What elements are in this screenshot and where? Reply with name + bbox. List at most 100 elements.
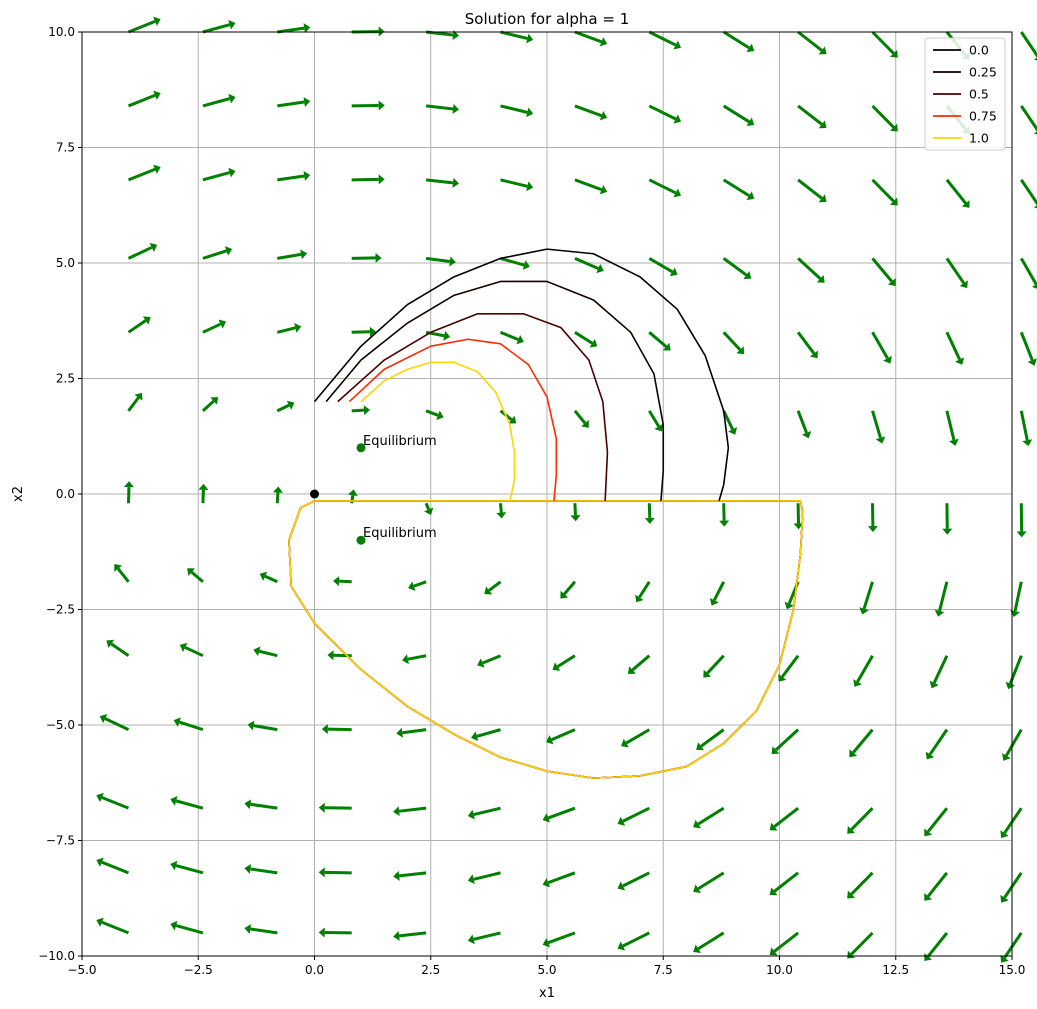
vector-arrow [1005,728,1023,757]
vector-arrow [574,178,603,192]
vector-arrow [574,257,599,270]
vector-arrowhead [552,662,561,671]
vector-arrow [797,178,823,200]
vector-arrow [706,654,725,675]
vector-arrow [563,580,577,596]
legend-label: 0.0 [969,43,989,58]
vector-arrow [476,728,501,738]
vector-arrowhead [1027,358,1037,366]
vector-arrow [574,104,603,118]
vector-arrow [201,399,215,412]
vector-arrowhead [801,430,812,439]
vector-arrowhead [393,930,400,941]
vector-arrowhead [883,355,892,364]
vector-arrow [264,574,278,584]
vector-arrow [547,931,576,945]
vector-arrowhead [369,326,376,337]
vector-arrowhead [784,601,794,610]
vector-arrow [648,410,660,428]
vector-arrow [258,649,278,658]
vector-arrowhead [673,114,682,124]
vector-arrowhead [318,927,325,938]
vector-arrow [473,806,501,817]
vector-arrowhead [669,267,678,277]
vector-arrow [127,167,156,182]
vector-arrow [1003,932,1023,959]
vector-arrow [862,581,874,610]
y-tick-label: −10.0 [38,949,75,963]
vector-arrowhead [153,164,161,174]
vector-arrow [202,171,231,182]
vector-arrowhead [477,658,485,668]
vector-arrow [178,720,204,732]
x-tick-label: 15.0 [999,963,1026,977]
y-tick-label: 10.0 [48,25,75,39]
x-tick-label: 12.5 [882,963,909,977]
x-tick-label: 0.0 [305,963,324,977]
vector-arrow [473,871,501,881]
vector-arrowhead [393,806,400,817]
vector-arrowhead [560,590,569,599]
vector-arrow [350,495,355,504]
vector-arrow [101,796,130,810]
vector-arrowhead [218,319,227,329]
vector-arrow [202,97,231,108]
vector-arrowhead [743,271,752,280]
vector-arrow [1019,257,1037,286]
vector-arrowhead [153,16,161,27]
vector-arrow [871,410,882,439]
vector-arrow [277,26,305,34]
vector-arrowhead [378,100,385,111]
vector-arrow [625,728,651,745]
vector-arrow [101,920,130,935]
vector-arrow [175,799,204,810]
vector-arrowhead [496,512,507,519]
vector-arrowhead [142,316,151,325]
vector-arrowhead [170,920,178,931]
vector-arrowhead [769,822,778,831]
vector-arrowhead [847,890,855,899]
vector-arrowhead [443,330,451,341]
legend-label: 1.0 [969,131,989,146]
vector-arrow [473,931,501,941]
vector-arrow [202,322,222,334]
vector-arrow [573,409,587,425]
y-axis-ticks: −10.0 −7.5 −5.0 −2.5 0.0 2.5 5.0 7.5 10.0 [38,25,82,963]
vector-arrow [127,319,147,334]
vector-arrow [175,924,204,935]
vector-arrowhead [746,191,755,200]
vector-arrowhead [809,350,818,359]
vector-arrowhead [424,507,434,515]
vector-arrowhead [1002,753,1011,761]
vector-arrowhead [244,864,252,874]
vector-arrowhead [467,934,475,945]
vector-arrow [275,492,280,504]
loop-curve [288,500,804,779]
vector-arrow [697,806,725,826]
vector-arrowhead [522,260,530,270]
vector-arrowhead [925,751,935,760]
vector-arrowhead [890,123,898,132]
vector-arrowhead [300,249,307,260]
vector-arrowhead [818,120,827,129]
vector-arrowhead [436,410,444,420]
vector-arrow [488,580,502,592]
x-axis-ticks: −5.0 −2.5 0.0 2.5 5.0 7.5 10.0 12.5 15.0 [67,956,1025,977]
vector-arrow [622,806,650,823]
vector-arrow [797,104,823,126]
vector-arrowhead [179,642,188,652]
vector-arrowhead [934,609,945,617]
vector-arrowhead [959,280,968,289]
vector-arrowhead [303,97,311,107]
vector-arrowhead [452,103,460,114]
vector-arrowhead [589,339,598,348]
vector-arrow [127,19,156,34]
vector-arrowhead [247,720,255,731]
y-tick-label: 2.5 [56,372,75,386]
vector-arrow [351,330,370,334]
vector-arrow [850,807,874,831]
vector-arrow [1013,581,1023,612]
vector-arrowhead [599,111,608,121]
vector-arrowhead [1033,131,1037,135]
vector-arrow [648,104,677,121]
